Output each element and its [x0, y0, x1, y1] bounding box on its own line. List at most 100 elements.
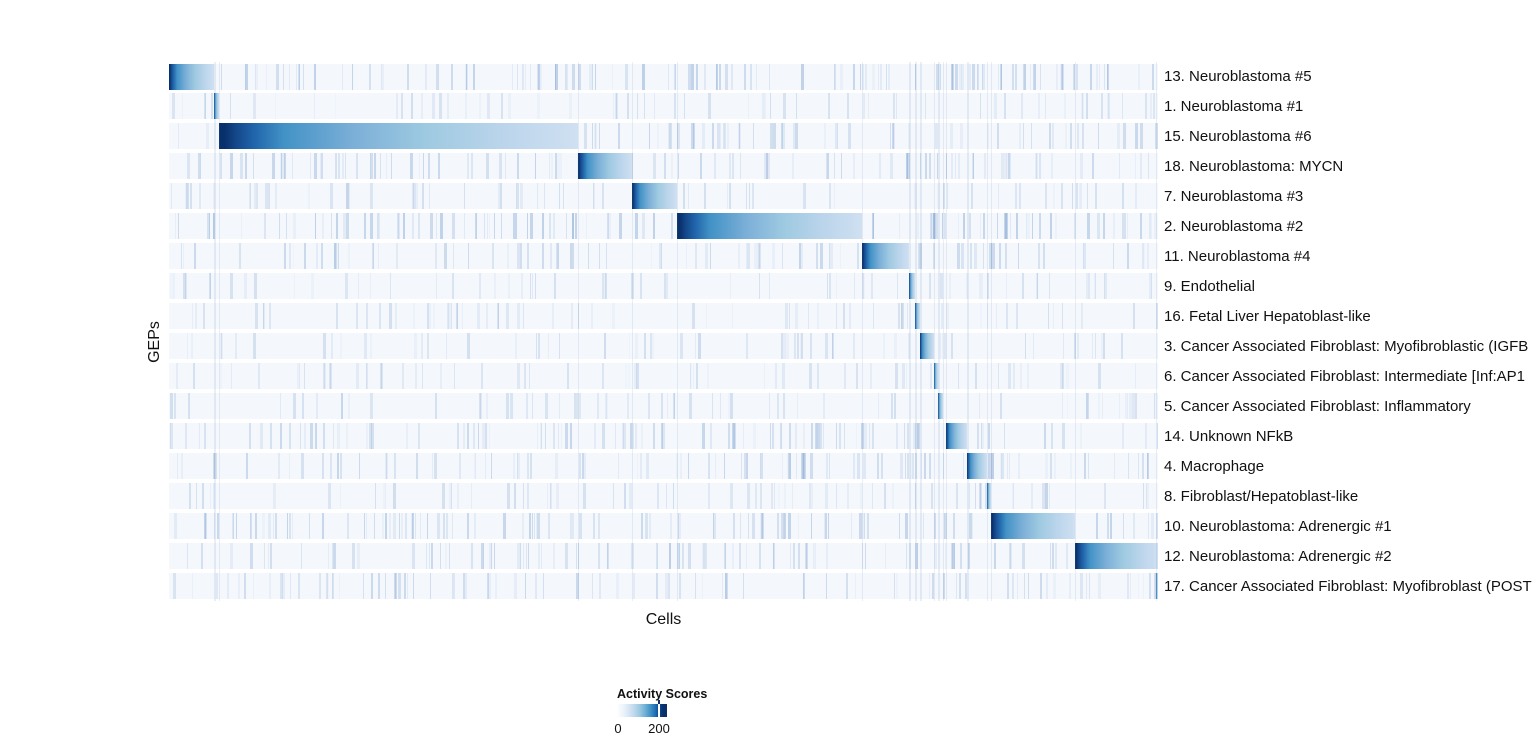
noise-stripe	[603, 333, 606, 359]
noise-stripe	[730, 482, 733, 509]
noise-stripe	[1060, 362, 1063, 389]
noise-stripe	[1149, 572, 1152, 599]
noise-stripe	[1065, 362, 1069, 389]
noise-stripe	[872, 213, 875, 240]
noise-stripe	[486, 153, 489, 180]
noise-stripe	[384, 482, 386, 509]
noise-stripe	[433, 452, 437, 479]
noise-stripe	[1024, 333, 1026, 359]
noise-stripe	[660, 392, 664, 419]
noise-stripe	[1151, 273, 1153, 300]
noise-stripe	[291, 512, 294, 539]
noise-stripe	[365, 362, 368, 389]
noise-stripe	[245, 153, 247, 180]
noise-stripe	[839, 243, 841, 270]
noise-stripe	[264, 183, 268, 210]
noise-stripe	[960, 123, 963, 150]
noise-stripe	[579, 452, 581, 479]
row-label: 14. Unknown NFkB	[1164, 427, 1294, 445]
noise-stripe	[872, 482, 874, 509]
noise-stripe	[550, 482, 553, 509]
noise-stripe	[452, 572, 455, 599]
ghost-column-line	[933, 62, 936, 601]
noise-stripe	[1126, 213, 1128, 240]
row-label: 12. Neuroblastoma: Adrenergic #2	[1164, 547, 1392, 565]
noise-stripe	[517, 542, 520, 569]
noise-stripe	[669, 512, 672, 539]
noise-stripe	[1004, 153, 1007, 180]
noise-stripe	[695, 243, 697, 270]
noise-stripe	[289, 243, 291, 270]
noise-stripe	[578, 392, 582, 419]
noise-stripe	[456, 303, 459, 330]
noise-stripe	[530, 213, 533, 240]
noise-stripe	[384, 572, 387, 599]
noise-stripe	[1066, 542, 1068, 569]
noise-stripe	[826, 273, 829, 300]
noise-stripe	[412, 303, 416, 330]
noise-stripe	[467, 243, 469, 270]
noise-stripe	[514, 333, 517, 359]
noise-stripe	[690, 362, 692, 389]
heatmap-row	[169, 421, 1158, 451]
noise-stripe	[948, 273, 951, 300]
noise-stripe	[435, 243, 437, 270]
heatmap-row-background	[169, 303, 1158, 330]
noise-stripe	[435, 392, 438, 419]
noise-stripe	[950, 63, 953, 90]
noise-stripe	[1060, 63, 1062, 90]
row-label: 15. Neuroblastoma #6	[1164, 128, 1312, 146]
noise-stripe	[1103, 273, 1105, 300]
noise-stripe	[1060, 63, 1064, 90]
noise-stripe	[279, 213, 281, 240]
noise-stripe	[1005, 273, 1008, 300]
noise-stripe	[917, 422, 920, 449]
noise-stripe	[968, 512, 972, 539]
noise-stripe	[1098, 63, 1101, 90]
noise-stripe	[860, 482, 862, 509]
noise-stripe	[452, 213, 456, 240]
noise-stripe	[594, 123, 598, 150]
activity-block	[909, 273, 916, 300]
noise-stripe	[1015, 303, 1019, 330]
noise-stripe	[378, 303, 382, 330]
noise-stripe	[500, 213, 503, 240]
noise-stripe	[1132, 303, 1136, 330]
noise-stripe	[548, 153, 550, 180]
noise-stripe	[418, 153, 421, 180]
activity-block	[945, 422, 968, 449]
noise-stripe	[1127, 243, 1130, 270]
noise-stripe	[1009, 213, 1011, 240]
heatmap-row-background	[169, 572, 1158, 599]
noise-stripe	[345, 183, 349, 210]
noise-stripe	[328, 542, 329, 569]
noise-stripe	[919, 243, 922, 270]
noise-stripe	[1012, 482, 1014, 509]
x-axis-label: Cells	[645, 611, 682, 628]
noise-stripe	[414, 333, 417, 359]
noise-stripe	[642, 63, 645, 90]
noise-stripe	[475, 213, 477, 240]
noise-stripe	[724, 542, 726, 569]
noise-stripe	[1031, 482, 1034, 509]
noise-stripe	[569, 422, 573, 449]
noise-stripe	[180, 243, 183, 270]
noise-stripe	[1010, 542, 1013, 569]
noise-stripe	[352, 542, 355, 569]
noise-stripe	[494, 213, 496, 240]
noise-stripe	[1100, 93, 1104, 120]
noise-stripe	[1122, 512, 1125, 539]
noise-stripe	[725, 572, 728, 599]
row-label: 13. Neuroblastoma #5	[1164, 68, 1312, 86]
noise-stripe	[169, 422, 171, 449]
noise-stripe	[724, 123, 726, 150]
noise-stripe	[1031, 213, 1033, 240]
row-label: 4. Macrophage	[1164, 457, 1265, 475]
noise-stripe	[428, 542, 431, 569]
heatmap-row	[169, 182, 1158, 212]
noise-stripe	[940, 333, 942, 359]
noise-stripe	[322, 362, 325, 389]
noise-stripe	[389, 512, 391, 539]
noise-stripe	[1151, 512, 1154, 539]
noise-stripe	[356, 362, 360, 389]
